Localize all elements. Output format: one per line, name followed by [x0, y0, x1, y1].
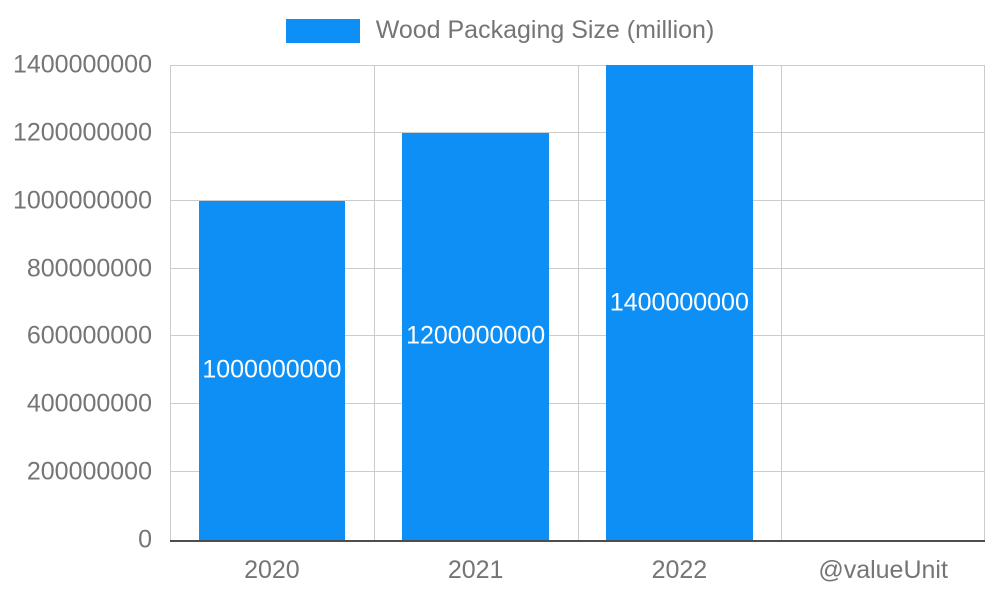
- y-tick-label: 800000000: [26, 254, 152, 283]
- x-category-label: @valueUnit: [818, 556, 948, 584]
- x-axis-labels: 2020 2021 2022 @valueUnit: [170, 556, 985, 590]
- x-category-label: 2020: [244, 556, 300, 584]
- bar: 1400000000: [606, 65, 753, 540]
- x-category-label: 2022: [651, 556, 708, 584]
- v-gridline: [373, 65, 375, 540]
- v-gridline: [984, 65, 985, 540]
- legend: Wood Packaging Size (million): [0, 16, 1000, 45]
- x-category-label: 2021: [447, 556, 504, 584]
- y-axis-labels: 0 200000000 400000000 600000000 800000000 100…: [0, 51, 158, 554]
- bar: 1000000000: [198, 200, 346, 540]
- legend-swatch-icon: [285, 18, 360, 43]
- category-cell: 1400000000: [578, 65, 782, 540]
- v-gridline: [781, 65, 783, 540]
- category-cell: [781, 65, 985, 540]
- y-tick-label: 600000000: [26, 321, 152, 350]
- y-tick-label: 1000000000: [12, 186, 152, 215]
- category-cell: 1000000000: [170, 65, 374, 540]
- y-tick-label: 200000000: [26, 457, 152, 486]
- bar: 1200000000: [402, 132, 549, 540]
- plot-area: 1000000000 1200000000 1400000000: [170, 65, 985, 542]
- y-tick-label: 1200000000: [12, 118, 152, 147]
- bar-value-label: 1200000000: [406, 321, 546, 350]
- v-gridline: [577, 65, 579, 540]
- y-tick-label: 1400000000: [12, 50, 152, 79]
- legend-item[interactable]: Wood Packaging Size (million): [285, 16, 715, 45]
- legend-label: Wood Packaging Size (million): [375, 16, 715, 44]
- y-tick-label: 0: [138, 525, 152, 554]
- category-cell: 1200000000: [374, 65, 578, 540]
- v-gridline: [170, 65, 171, 540]
- bar-value-label: 1400000000: [609, 288, 749, 316]
- y-tick-label: 400000000: [26, 389, 152, 418]
- bar-value-label: 1000000000: [202, 355, 342, 384]
